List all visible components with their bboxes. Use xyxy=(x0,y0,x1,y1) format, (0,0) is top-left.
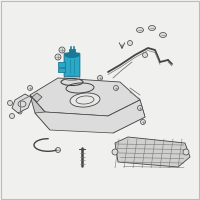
Bar xyxy=(73,46,74,49)
Circle shape xyxy=(8,100,12,106)
Polygon shape xyxy=(115,137,190,167)
Polygon shape xyxy=(30,95,50,130)
Circle shape xyxy=(18,110,22,114)
Polygon shape xyxy=(32,93,42,102)
Ellipse shape xyxy=(65,52,79,58)
Circle shape xyxy=(183,149,189,155)
Circle shape xyxy=(55,54,61,60)
Circle shape xyxy=(138,106,142,110)
Circle shape xyxy=(10,114,14,118)
Polygon shape xyxy=(30,78,140,116)
Bar xyxy=(69,49,75,54)
Bar xyxy=(70,46,71,49)
Circle shape xyxy=(56,148,60,152)
Circle shape xyxy=(142,52,148,58)
Circle shape xyxy=(28,86,32,90)
Circle shape xyxy=(128,40,132,46)
Circle shape xyxy=(114,86,118,90)
Ellipse shape xyxy=(70,93,100,107)
Bar xyxy=(58,68,65,72)
Ellipse shape xyxy=(136,27,144,32)
Circle shape xyxy=(98,75,102,80)
Polygon shape xyxy=(12,94,32,113)
Polygon shape xyxy=(108,100,145,133)
Bar xyxy=(58,62,65,67)
Circle shape xyxy=(140,119,146,124)
Circle shape xyxy=(112,149,118,155)
FancyBboxPatch shape xyxy=(64,53,80,77)
Ellipse shape xyxy=(148,25,156,30)
Polygon shape xyxy=(35,100,145,133)
Ellipse shape xyxy=(160,32,166,38)
Circle shape xyxy=(59,47,65,53)
